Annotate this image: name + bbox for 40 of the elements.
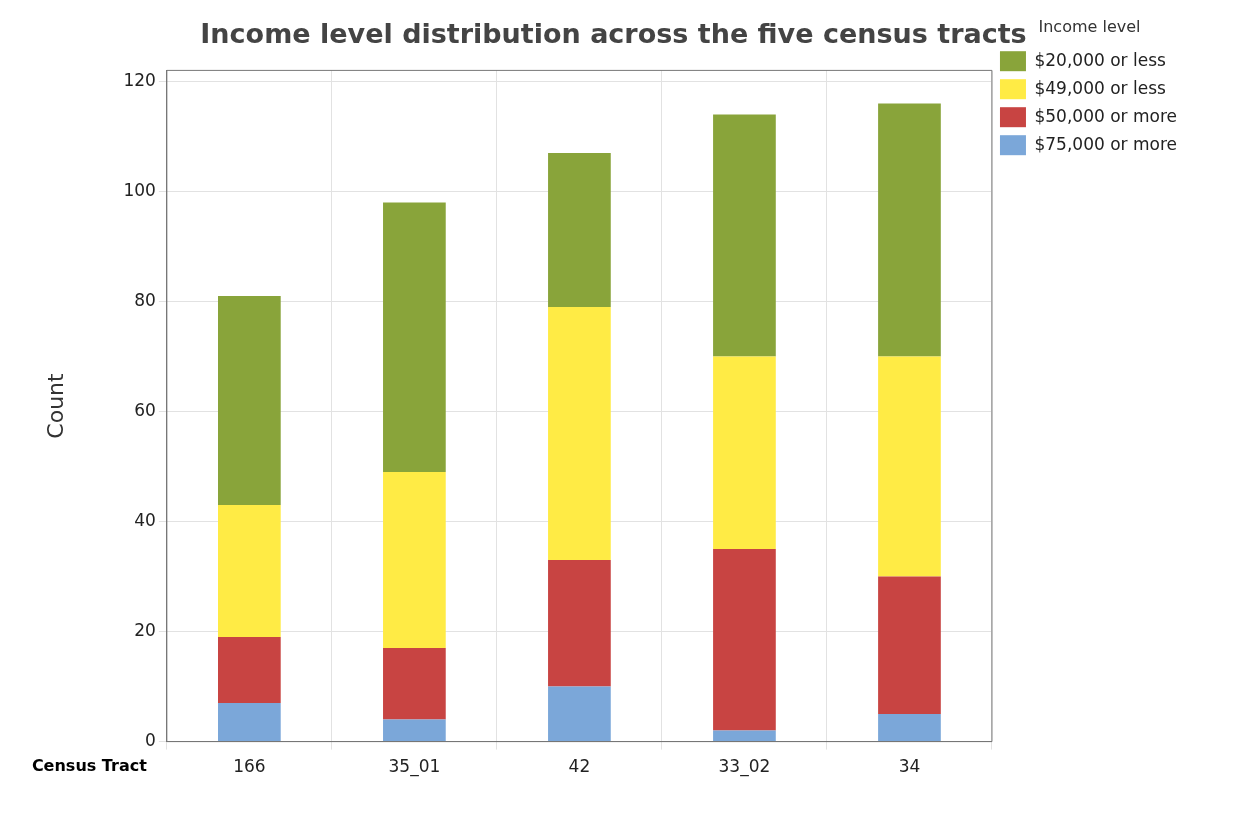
bar — [713, 356, 776, 550]
bar — [383, 472, 446, 649]
bar — [548, 306, 611, 561]
bar — [548, 686, 611, 742]
x-tick-label: 166 — [233, 756, 266, 777]
bar — [218, 637, 281, 704]
bar — [878, 714, 941, 742]
y-tick-label: 100 — [123, 179, 156, 200]
chart-title: Income level distribution across the five census tracts — [200, 18, 1027, 50]
bar — [548, 152, 611, 307]
bar — [878, 576, 941, 715]
x-tick-label: 33_02 — [718, 756, 771, 778]
y-axis-title: Count — [42, 372, 68, 439]
legend-label: $50,000 or more — [1034, 105, 1178, 126]
bar — [383, 719, 446, 742]
legend-label: $20,000 or less — [1034, 49, 1166, 70]
bar — [218, 505, 281, 638]
bar — [218, 703, 281, 742]
bar — [713, 730, 776, 742]
legend-title: Income level — [1038, 17, 1141, 37]
y-tick-label: 120 — [123, 69, 156, 90]
y-tick-label: 0 — [145, 730, 156, 751]
bar — [713, 549, 776, 731]
x-tick-label: 35_01 — [388, 756, 441, 778]
legend-label: $75,000 or more — [1034, 133, 1178, 154]
y-tick-label: 20 — [134, 619, 156, 640]
y-tick-label: 80 — [134, 289, 156, 310]
bar — [548, 560, 611, 687]
y-tick-label: 40 — [134, 509, 156, 530]
bar — [713, 114, 776, 357]
bar — [878, 356, 941, 577]
bar — [218, 295, 281, 506]
x-tick-label: 34 — [898, 756, 921, 777]
x-tick-label: 42 — [568, 756, 591, 777]
bar — [383, 202, 446, 473]
x-axis-title: Census Tract — [31, 755, 148, 775]
bar — [878, 103, 941, 357]
bar — [383, 648, 446, 720]
legend-label: $49,000 or less — [1034, 77, 1166, 98]
y-tick-label: 60 — [134, 399, 156, 420]
